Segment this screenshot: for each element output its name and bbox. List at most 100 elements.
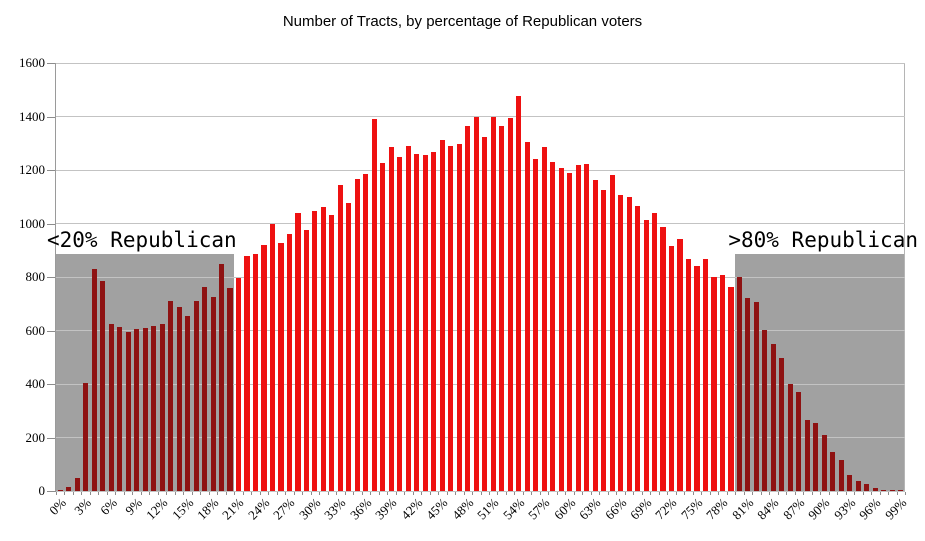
- bar: [159, 323, 165, 491]
- x-axis-tick: [56, 492, 57, 495]
- x-axis-tick: [735, 492, 737, 495]
- bar: [609, 175, 615, 491]
- bar: [346, 203, 352, 491]
- shaded-region: [735, 253, 905, 491]
- x-axis-tick: [64, 492, 66, 495]
- x-axis-tick: [353, 492, 355, 495]
- bar: [176, 307, 182, 491]
- x-axis-tick: [191, 492, 193, 495]
- x-axis-tick: [446, 492, 448, 495]
- bar: [804, 420, 810, 491]
- x-axis-tick: [200, 492, 202, 495]
- x-axis-tick: [412, 492, 414, 495]
- bar: [261, 244, 267, 491]
- bar: [193, 300, 199, 491]
- x-axis-tick: [624, 492, 626, 495]
- bar: [295, 212, 301, 491]
- x-axis-tick-label: 18%: [193, 495, 222, 523]
- bar: [388, 147, 394, 491]
- bar: [244, 256, 250, 491]
- x-axis-tick: [777, 492, 779, 495]
- y-axis-tick-label: 400: [25, 376, 46, 391]
- x-axis-tick: [89, 492, 91, 495]
- y-gridline: [56, 490, 905, 492]
- x-axis-tick-label: 60%: [550, 495, 579, 523]
- x-axis-tick: [854, 492, 856, 495]
- x-axis-tick: [208, 492, 210, 495]
- bar: [541, 147, 547, 491]
- x-axis-tick: [667, 492, 669, 495]
- chart-title: Number of Tracts, by percentage of Repub…: [282, 13, 643, 30]
- y-axis-tick-label: 600: [25, 322, 46, 338]
- bar: [414, 153, 420, 491]
- x-axis-tick: [157, 492, 159, 495]
- x-axis-tick-label: 96%: [856, 495, 884, 523]
- x-axis-tick-label: 72%: [652, 495, 680, 523]
- bar: [337, 184, 343, 491]
- x-axis-tick-label: 48%: [448, 495, 477, 523]
- x-axis-tick-label: 24%: [244, 495, 273, 523]
- bar: [770, 344, 776, 491]
- x-axis-tick-label: 57%: [525, 495, 553, 523]
- y-axis-tick: [47, 170, 56, 171]
- x-axis-tick: [633, 492, 635, 495]
- annotation-under-20: <20% Republican: [47, 228, 237, 252]
- y-gridline: [56, 437, 905, 438]
- bar: [363, 174, 369, 491]
- y-axis-tick-label: 1400: [19, 108, 45, 124]
- bar: [66, 487, 72, 491]
- x-axis-tick: [319, 492, 321, 495]
- bar: [694, 266, 700, 491]
- x-axis-tick: [828, 492, 830, 495]
- bar: [422, 155, 428, 491]
- x-axis-tick: [166, 492, 168, 495]
- bar: [269, 223, 276, 491]
- x-axis-tick: [404, 492, 406, 495]
- bar: [651, 213, 658, 491]
- bar: [592, 179, 598, 491]
- x-axis-tick: [472, 492, 473, 495]
- bar: [830, 451, 836, 491]
- x-axis-tick: [115, 492, 117, 495]
- bar: [151, 325, 157, 491]
- bar: [558, 168, 564, 491]
- x-axis-tick: [242, 492, 244, 495]
- x-axis-tick: [123, 492, 125, 495]
- x-axis-tick-label: 75%: [677, 495, 706, 523]
- bar: [499, 125, 505, 491]
- x-axis-tick: [310, 492, 312, 495]
- x-axis-tick: [259, 492, 261, 495]
- bar: [702, 259, 709, 491]
- x-axis-tick: [421, 492, 423, 495]
- bar: [91, 268, 97, 491]
- y-axis-tick-label: 1200: [19, 162, 45, 177]
- x-axis-tick: [718, 492, 720, 495]
- bar: [855, 480, 861, 491]
- x-axis-tick-label: 81%: [728, 495, 757, 523]
- x-axis-tick: [820, 492, 822, 495]
- bar: [889, 490, 895, 491]
- bar: [465, 125, 471, 491]
- bar: [719, 275, 725, 491]
- x-axis-tick-label: 3%: [71, 495, 95, 518]
- bar: [753, 301, 759, 491]
- bar: [303, 229, 309, 491]
- y-gridline: [56, 169, 905, 171]
- bar: [168, 301, 174, 491]
- bar: [202, 286, 208, 491]
- x-axis-tick-label: 78%: [703, 495, 731, 523]
- y-gridline: [56, 330, 905, 331]
- y-axis-tick: [47, 223, 56, 225]
- x-axis-tick: [641, 492, 643, 495]
- x-axis-tick: [497, 492, 499, 495]
- bar: [100, 281, 106, 491]
- x-axis-tick: [480, 492, 482, 495]
- x-axis-tick: [183, 492, 185, 495]
- bar: [74, 477, 80, 491]
- x-axis-tick-label: 42%: [397, 495, 426, 523]
- x-axis-tick: [268, 492, 270, 495]
- x-axis-tick: [344, 492, 346, 495]
- bar: [787, 384, 793, 491]
- bar: [728, 287, 734, 491]
- x-axis-tick: [607, 492, 609, 495]
